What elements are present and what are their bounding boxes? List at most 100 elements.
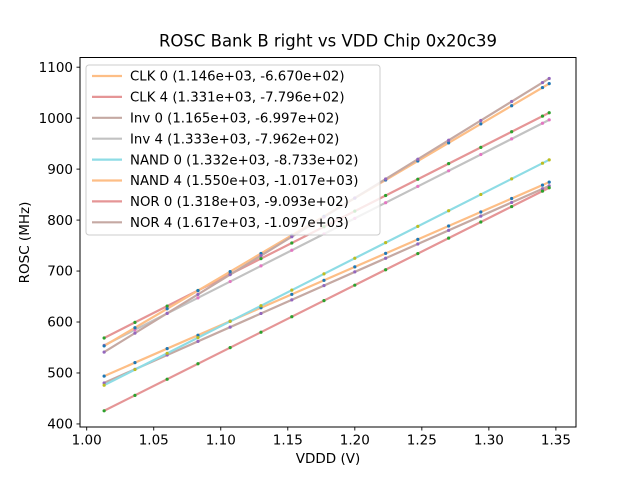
x-tick-label: 1.35: [541, 433, 571, 449]
data-point: [547, 111, 551, 115]
data-point: [416, 177, 420, 181]
scatter-nand-0: [102, 158, 551, 387]
x-tick-label: 1.20: [340, 433, 370, 449]
data-point: [102, 336, 106, 340]
y-tick-label: 900: [47, 162, 73, 178]
plot-frame: [79, 57, 577, 428]
data-point: [165, 304, 169, 308]
data-point: [540, 114, 545, 118]
data-point: [322, 283, 326, 288]
legend-label-nand-0: NAND 0 (1.332e+03, -8.733e+02): [130, 153, 358, 168]
data-point: [290, 315, 294, 319]
data-point: [479, 220, 483, 224]
data-point: [384, 177, 388, 181]
y-tick-label: 1000: [39, 111, 73, 127]
data-point: [165, 311, 169, 315]
data-point: [510, 137, 514, 141]
data-point: [547, 158, 551, 162]
x-tick-label: 1.15: [273, 433, 303, 449]
data-point: [479, 118, 483, 123]
data-point: [353, 283, 357, 287]
data-point: [540, 80, 545, 85]
data-point: [196, 339, 200, 343]
data-point: [416, 252, 420, 256]
data-point: [228, 346, 232, 350]
x-tick-label: 1.10: [206, 433, 236, 449]
data-point: [228, 325, 232, 329]
legend-label-nor-0: NOR 0 (1.318e+03, -9.093e+02): [130, 195, 349, 210]
data-point: [547, 118, 551, 122]
data-point: [510, 130, 514, 134]
data-point: [290, 235, 294, 239]
legend-label-nor-4: NOR 4 (1.617e+03, -1.097e+03): [130, 216, 349, 231]
data-point: [353, 270, 357, 274]
x-tick-label: 1.00: [72, 433, 102, 449]
data-point: [479, 152, 483, 157]
data-point: [384, 251, 388, 256]
data-point: [547, 186, 551, 190]
data-point: [102, 381, 106, 385]
x-tick-label: 1.25: [407, 433, 437, 449]
data-point: [447, 209, 451, 213]
data-point: [384, 201, 388, 205]
data-point: [416, 242, 420, 246]
data-point: [102, 383, 106, 387]
data-point: [384, 193, 388, 198]
legend-label-clk-4: CLK 4 (1.331e+03, -7.796e+02): [130, 91, 345, 106]
data-point: [416, 157, 420, 161]
data-point: [196, 362, 200, 366]
data-point: [102, 374, 106, 378]
data-point: [165, 307, 169, 311]
plot-area: 1.00 1.05 1.10 1.15 1.20 1.25 1.30 1.35 400 500 60…: [39, 57, 577, 449]
y-tick-label: 1100: [39, 60, 73, 76]
y-tick-label: 400: [47, 417, 73, 433]
data-point: [353, 256, 357, 260]
legend-box: [85, 64, 381, 236]
data-point: [479, 145, 483, 149]
data-point: [547, 76, 551, 81]
data-point: [510, 200, 514, 205]
data-point: [196, 333, 200, 337]
data-point: [133, 331, 137, 335]
data-point: [540, 187, 545, 191]
data-point: [384, 241, 388, 245]
x-tick-label: 1.30: [474, 433, 504, 449]
data-point: [447, 224, 451, 228]
data-point: [479, 192, 483, 197]
data-point: [322, 272, 326, 276]
data-point: [290, 241, 294, 245]
y-tick-label: 700: [47, 264, 73, 280]
data-point: [510, 196, 514, 201]
data-point: [290, 292, 294, 296]
data-point: [447, 138, 451, 142]
data-point: [196, 296, 200, 300]
legend: CLK 0 (1.146e+03, -6.670e+02) CLK 4 (1.33…: [85, 64, 381, 236]
data-point: [447, 162, 451, 166]
legend-label-nand-4: NAND 4 (1.550e+03, -1.017e+03): [130, 174, 358, 189]
fit-line-nor-0: [103, 186, 550, 412]
data-point: [228, 270, 232, 274]
data-point: [384, 268, 388, 272]
fit-line-inv-0: [103, 184, 550, 384]
data-point: [447, 228, 451, 232]
data-point: [540, 161, 545, 165]
y-tick-label: 800: [47, 213, 73, 229]
data-point: [133, 367, 137, 372]
data-point: [447, 169, 451, 173]
data-point: [479, 210, 483, 214]
data-point: [447, 236, 451, 240]
data-point: [228, 319, 232, 323]
data-point: [133, 320, 137, 324]
data-point: [322, 278, 326, 282]
data-point: [322, 299, 326, 303]
data-point: [102, 350, 106, 354]
data-point: [416, 184, 420, 188]
chart-title: ROSC Bank B right vs VDD Chip 0x20c39: [159, 32, 497, 51]
x-axis-label: VDDD (V): [296, 451, 360, 467]
data-point: [259, 311, 263, 316]
data-point: [133, 326, 137, 330]
y-axis-label: ROSC (MHz): [17, 202, 33, 284]
data-point: [540, 85, 545, 90]
data-point: [290, 288, 294, 292]
